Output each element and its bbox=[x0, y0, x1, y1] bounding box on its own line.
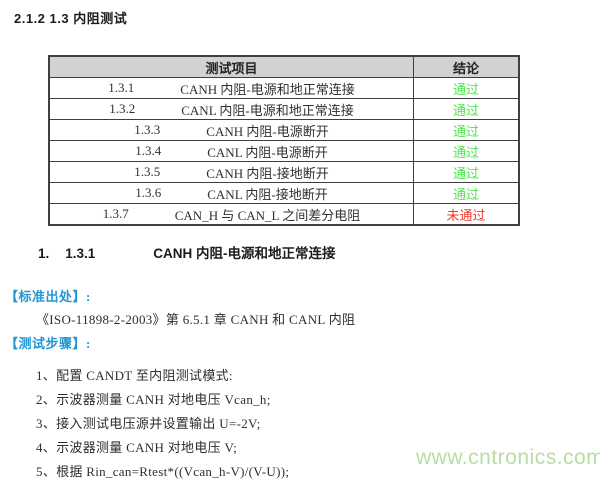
test-description: CAN_H 与 CAN_L 之间差分电阻 bbox=[174, 207, 361, 223]
site-watermark: www.cntronics.com bbox=[416, 446, 600, 469]
table-row: 1.3.5 CANH 内阻-接地断开 通过 bbox=[48, 161, 520, 183]
test-description: CANL 内阻-电源断开 bbox=[207, 144, 328, 160]
column-header-result: 结论 bbox=[413, 55, 520, 78]
test-number: 1.3.1 bbox=[108, 80, 135, 95]
test-steps-label: 【测试步骤】: bbox=[5, 336, 91, 351]
result-badge: 通过 bbox=[413, 161, 520, 183]
test-number: 1.3.5 bbox=[134, 164, 161, 179]
column-header-test-item: 测试项目 bbox=[48, 55, 414, 78]
result-badge: 通过 bbox=[413, 119, 520, 141]
section-number: 1.3.1 bbox=[65, 246, 96, 261]
standard-source-text: 《ISO-11898-2-2003》第 6.5.1 章 CANH 和 CANL … bbox=[36, 312, 356, 327]
page-title: 2.1.2 1.3 内阻测试 bbox=[14, 11, 128, 26]
test-description: CANH 内阻-电源断开 bbox=[206, 123, 329, 139]
result-badge: 通过 bbox=[413, 140, 520, 162]
test-description: CANL 内阻-接地断开 bbox=[207, 186, 328, 202]
test-number: 1.3.3 bbox=[134, 122, 161, 137]
test-step: 4、示波器测量 CANH 对地电压 V; bbox=[36, 440, 238, 455]
table-row: 1.3.7 CAN_H 与 CAN_L 之间差分电阻 未通过 bbox=[48, 203, 520, 226]
table-header-row: 测试项目 结论 bbox=[48, 55, 520, 78]
test-step: 1、配置 CANDT 至内阻测试模式: bbox=[36, 368, 233, 383]
standard-source-label: 【标准出处】: bbox=[5, 289, 91, 304]
result-badge: 通过 bbox=[413, 77, 520, 99]
table-row: 1.3.3 CANH 内阻-电源断开 通过 bbox=[48, 119, 520, 141]
section-heading: 1. 1.3.1 CANH 内阻-电源和地正常连接 bbox=[38, 242, 336, 262]
test-number: 1.3.7 bbox=[102, 206, 129, 221]
test-number: 1.3.2 bbox=[109, 101, 136, 116]
test-description: CANH 内阻-电源和地正常连接 bbox=[180, 81, 355, 97]
section-list-number: 1. bbox=[38, 246, 50, 261]
section-title: CANH 内阻-电源和地正常连接 bbox=[153, 246, 336, 261]
result-badge: 通过 bbox=[413, 182, 520, 204]
test-steps-list: 1、配置 CANDT 至内阻测试模式: 2、示波器测量 CANH 对地电压 Vc… bbox=[36, 364, 289, 484]
table-row: 1.3.6 CANL 内阻-接地断开 通过 bbox=[48, 182, 520, 204]
test-number: 1.3.6 bbox=[135, 185, 162, 200]
test-number: 1.3.4 bbox=[135, 143, 162, 158]
result-badge: 未通过 bbox=[413, 203, 520, 226]
test-step: 2、示波器测量 CANH 对地电压 Vcan_h; bbox=[36, 392, 271, 407]
test-description: CANH 内阻-接地断开 bbox=[206, 165, 329, 181]
table-row: 1.3.4 CANL 内阻-电源断开 通过 bbox=[48, 140, 520, 162]
test-description: CANL 内阻-电源和地正常连接 bbox=[181, 102, 354, 118]
test-step: 3、接入测试电压源并设置输出 U=-2V; bbox=[36, 416, 261, 431]
table-row: 1.3.2 CANL 内阻-电源和地正常连接 通过 bbox=[48, 98, 520, 120]
result-badge: 通过 bbox=[413, 98, 520, 120]
table-row: 1.3.1 CANH 内阻-电源和地正常连接 通过 bbox=[48, 77, 520, 99]
test-results-table: 测试项目 结论 1.3.1 CANH 内阻-电源和地正常连接 通过 1.3.2 … bbox=[48, 55, 520, 226]
test-step: 5、根据 Rin_can=Rtest*((Vcan_h-V)/(V-U)); bbox=[36, 464, 290, 479]
